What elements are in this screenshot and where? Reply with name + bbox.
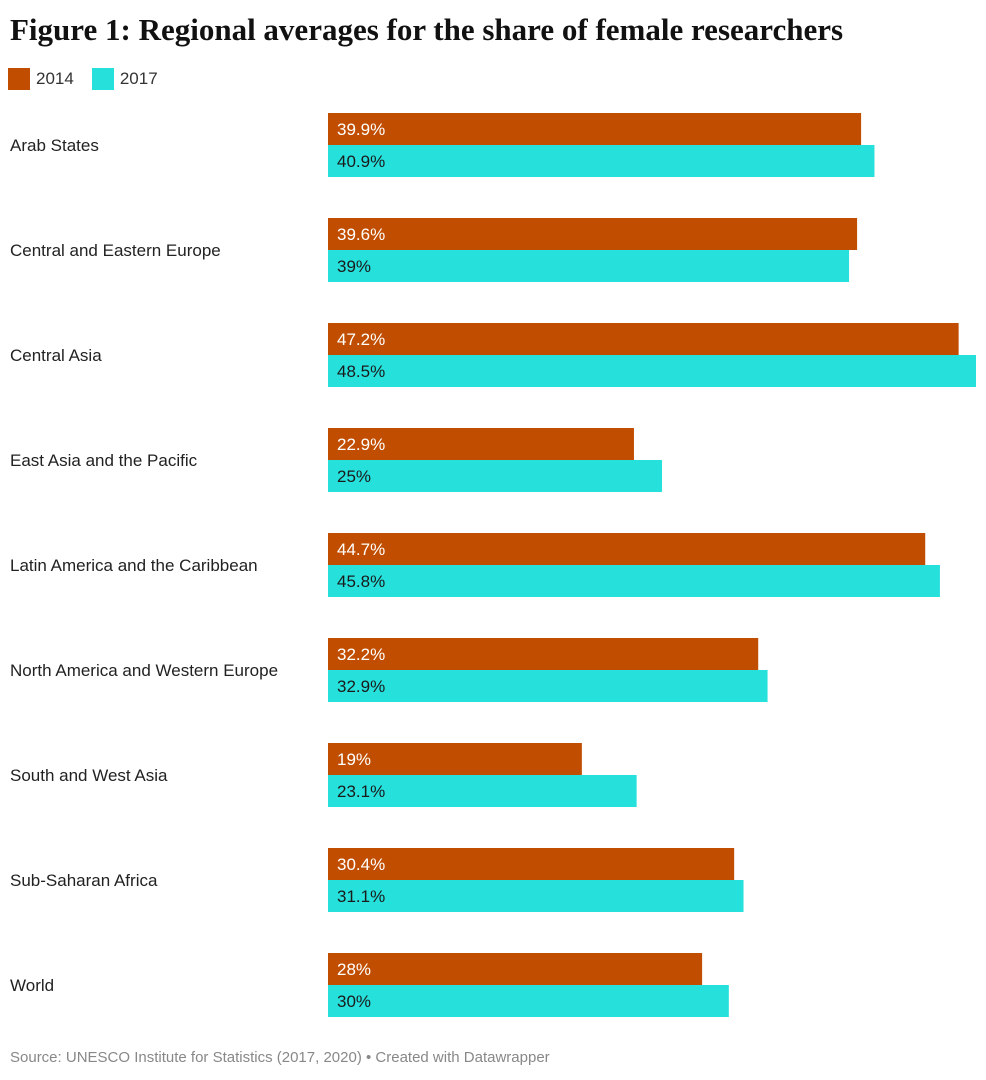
data-label-2014-central-and-eastern-europe: 39.6% xyxy=(337,225,385,244)
data-label-2014-east-asia-and-the-pacific: 22.9% xyxy=(337,435,385,454)
bar-2014-north-america-and-western-europe xyxy=(328,638,759,670)
legend-label-2017: 2017 xyxy=(119,69,158,88)
data-label-2017-arab-states: 40.9% xyxy=(337,152,385,171)
bar-2017-sub-saharan-africa xyxy=(328,880,744,912)
data-label-2017-central-asia: 48.5% xyxy=(337,362,385,381)
bar-2017-world xyxy=(328,985,729,1017)
legend-swatch-2014 xyxy=(8,68,30,90)
bar-2017-east-asia-and-the-pacific xyxy=(328,460,663,492)
bar-2014-central-and-eastern-europe xyxy=(328,218,858,250)
bar-2017-arab-states xyxy=(328,145,875,177)
bar-chart: Arab States 39.9% 40.9% Central and Eastern… xyxy=(10,113,976,1017)
category-label-central-asia: Central Asia xyxy=(10,346,102,365)
legend-label-2014: 2014 xyxy=(36,69,74,88)
category-label-south-and-west-asia: South and West Asia xyxy=(10,766,168,785)
data-label-2017-central-and-eastern-europe: 39% xyxy=(337,257,371,276)
legend-item-2014: 2014 xyxy=(8,68,74,90)
bar-2014-arab-states xyxy=(328,113,862,145)
bar-2014-world xyxy=(328,953,703,985)
bar-2017-north-america-and-western-europe xyxy=(328,670,768,702)
bar-2014-east-asia-and-the-pacific xyxy=(328,428,634,460)
category-label-arab-states: Arab States xyxy=(10,136,99,155)
bar-2017-central-asia xyxy=(328,355,976,387)
bar-2014-sub-saharan-africa xyxy=(328,848,735,880)
data-label-2014-arab-states: 39.9% xyxy=(337,120,385,139)
data-label-2017-sub-saharan-africa: 31.1% xyxy=(337,887,385,906)
data-label-2017-south-and-west-asia: 23.1% xyxy=(337,782,385,801)
bar-2017-latin-america-and-the-caribbean xyxy=(328,565,940,597)
source-note: Source: UNESCO Institute for Statistics … xyxy=(10,1049,550,1066)
data-label-2014-sub-saharan-africa: 30.4% xyxy=(337,855,385,874)
legend-swatch-2017 xyxy=(91,68,114,90)
data-label-2014-north-america-and-western-europe: 32.2% xyxy=(337,645,385,664)
bar-2014-central-asia xyxy=(328,323,959,355)
data-label-2014-south-and-west-asia: 19% xyxy=(337,750,371,769)
data-label-2017-east-asia-and-the-pacific: 25% xyxy=(337,467,371,486)
data-label-2017-north-america-and-western-europe: 32.9% xyxy=(337,677,385,696)
bar-2014-latin-america-and-the-caribbean xyxy=(328,533,926,565)
chart-title: Figure 1: Regional averages for the shar… xyxy=(10,12,844,47)
category-label-north-america-and-western-europe: North America and Western Europe xyxy=(10,661,278,680)
data-label-2017-world: 30% xyxy=(337,992,371,1011)
data-label-2014-central-asia: 47.2% xyxy=(337,330,385,349)
data-label-2014-latin-america-and-the-caribbean: 44.7% xyxy=(337,540,385,559)
data-label-2014-world: 28% xyxy=(337,960,371,979)
data-label-2017-latin-america-and-the-caribbean: 45.8% xyxy=(337,572,385,591)
legend-item-2017: 2017 xyxy=(91,68,158,90)
category-label-world: World xyxy=(10,976,54,995)
category-label-east-asia-and-the-pacific: East Asia and the Pacific xyxy=(10,451,198,470)
bar-2014-south-and-west-asia xyxy=(328,743,582,775)
legend: 2014 2017 xyxy=(8,68,158,90)
category-label-latin-america-and-the-caribbean: Latin America and the Caribbean xyxy=(10,556,258,575)
category-label-central-and-eastern-europe: Central and Eastern Europe xyxy=(10,241,221,260)
category-label-sub-saharan-africa: Sub-Saharan Africa xyxy=(10,871,158,890)
bar-2017-south-and-west-asia xyxy=(328,775,637,807)
bar-2017-central-and-eastern-europe xyxy=(328,250,850,282)
